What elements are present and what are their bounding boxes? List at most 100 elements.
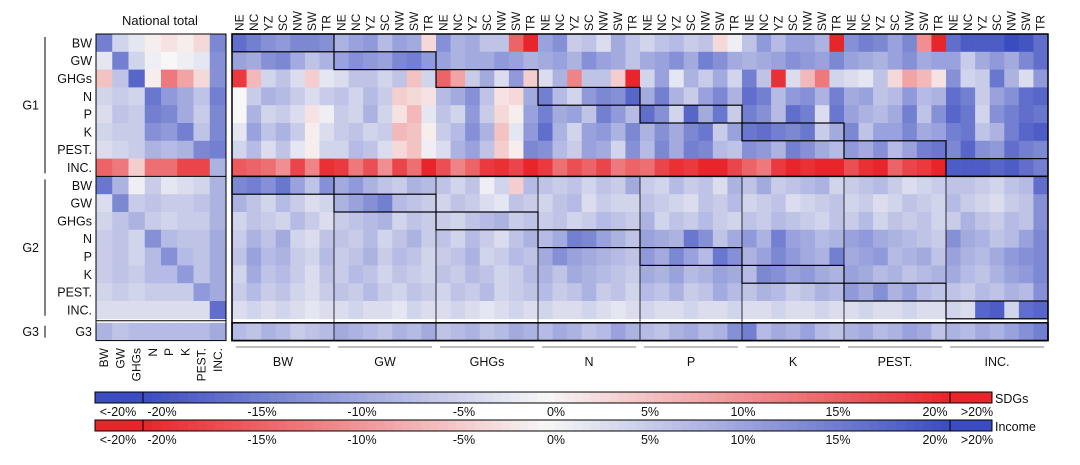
heatmap-cell — [756, 229, 772, 248]
heatmap-cell — [596, 123, 612, 142]
heatmap-cell — [96, 140, 113, 159]
heatmap-cell — [552, 158, 568, 177]
income-scale-bar-segment — [833, 420, 843, 431]
heatmap-cell — [610, 69, 626, 88]
heatmap-cell — [436, 194, 451, 213]
heatmap-cell — [756, 87, 772, 106]
heatmap-cell — [112, 140, 129, 159]
heatmap-cell — [712, 140, 728, 159]
region-labels: NE NC YZ SC NW SW TR NE NC YZ SC NW SW TR NE NC YZ SC NW SW… — [232, 10, 1047, 31]
heatmap-cell — [902, 69, 918, 88]
heatmap-cell — [209, 34, 227, 53]
heatmap-cell — [946, 123, 961, 142]
heatmap-cell — [916, 69, 932, 88]
heatmap-cell — [246, 123, 262, 142]
heatmap-cell — [232, 212, 247, 231]
heatmap-cell — [567, 194, 583, 213]
heatmap-cell — [304, 34, 320, 53]
heatmap-cell — [319, 212, 335, 231]
heatmap-cell — [771, 247, 787, 266]
heatmap-cell — [989, 322, 1005, 341]
heatmap-cell — [640, 176, 655, 195]
heatmap-cell — [246, 176, 262, 195]
heatmap-cell — [771, 301, 787, 320]
heatmap-cell — [902, 301, 918, 320]
income-scale-bar-segment — [143, 420, 153, 431]
scale-tick-label: 0% — [547, 433, 565, 447]
heatmap-cell — [304, 283, 320, 302]
heatmap-cell — [363, 158, 379, 177]
heatmap-cell — [275, 123, 291, 142]
heatmap-cell — [392, 322, 408, 341]
heatmap-cell — [261, 51, 277, 70]
sdg-scale-bar-segment — [546, 392, 556, 403]
heatmap-cell — [625, 229, 641, 248]
heatmap-cell — [946, 212, 961, 231]
heatmap-cell — [275, 69, 291, 88]
heatmap-cell — [946, 34, 961, 53]
heatmap-cell — [552, 212, 568, 231]
heatmap-cell — [771, 229, 787, 248]
heatmap-cell — [177, 194, 194, 213]
heatmap-cell — [640, 51, 655, 70]
heatmap-cell — [873, 212, 889, 231]
heatmap-cell — [654, 123, 670, 142]
heatmap-cell — [392, 158, 408, 177]
heatmap-cell — [193, 194, 211, 213]
heatmap-cell — [465, 158, 481, 177]
heatmap-cell — [552, 123, 568, 142]
heatmap-cell — [232, 247, 247, 266]
scale-tick-label: 20% — [922, 433, 947, 447]
region-label: NC — [451, 13, 465, 31]
heatmap-cell — [363, 322, 379, 341]
heatmap-cell — [902, 247, 918, 266]
heatmap-cell — [785, 283, 801, 302]
heatmap-cell — [275, 301, 291, 320]
heatmap-cell — [275, 229, 291, 248]
heatmap-cell — [567, 51, 583, 70]
income-scale-bar-frame — [94, 419, 993, 432]
heatmap-cell — [873, 34, 889, 53]
heatmap-cell — [161, 283, 178, 302]
heatmap-cell — [232, 69, 247, 88]
heatmap-cell — [450, 34, 466, 53]
region-label: NE — [232, 14, 246, 31]
region-label: NW — [597, 10, 611, 31]
heatmap-cell — [771, 283, 787, 302]
heatmap-cell — [494, 123, 510, 142]
heatmap-cell — [596, 176, 612, 195]
heatmap-cell — [858, 123, 874, 142]
heatmap-cell — [112, 229, 129, 248]
heatmap-cell — [960, 229, 976, 248]
income-scale-bar-segment — [851, 420, 861, 431]
heatmap-cell — [1018, 34, 1034, 53]
heatmap-cell — [844, 123, 859, 142]
heatmap-cell — [698, 87, 714, 106]
heatmap-cell — [902, 322, 918, 341]
heatmap-cell — [975, 322, 991, 341]
heatmap-cell — [756, 283, 772, 302]
heatmap-cell — [479, 265, 495, 284]
national-column-label: INC. — [211, 348, 225, 372]
national-heatmap — [96, 34, 227, 341]
heatmap-cell — [479, 69, 495, 88]
national-column-label: K — [178, 348, 192, 356]
region-label: SW — [815, 11, 829, 31]
heatmap-cell — [1004, 123, 1020, 142]
heatmap-cell — [683, 229, 699, 248]
heatmap-cell — [742, 265, 757, 284]
heatmap-cell — [334, 140, 349, 159]
heatmap-cell — [144, 69, 162, 88]
heatmap-cell — [887, 87, 903, 106]
heatmap-cell — [946, 301, 961, 320]
heatmap-cell — [161, 158, 178, 177]
heatmap-cell — [161, 140, 178, 159]
heatmap-cell — [494, 51, 510, 70]
region-label: NW — [699, 10, 713, 31]
heatmap-cell — [610, 283, 626, 302]
heatmap-cell — [290, 176, 306, 195]
heatmap-cell — [960, 51, 976, 70]
heatmap-cell — [261, 322, 277, 341]
sdg-scale-bar-segment — [564, 392, 574, 403]
heatmap-cell — [209, 212, 227, 231]
